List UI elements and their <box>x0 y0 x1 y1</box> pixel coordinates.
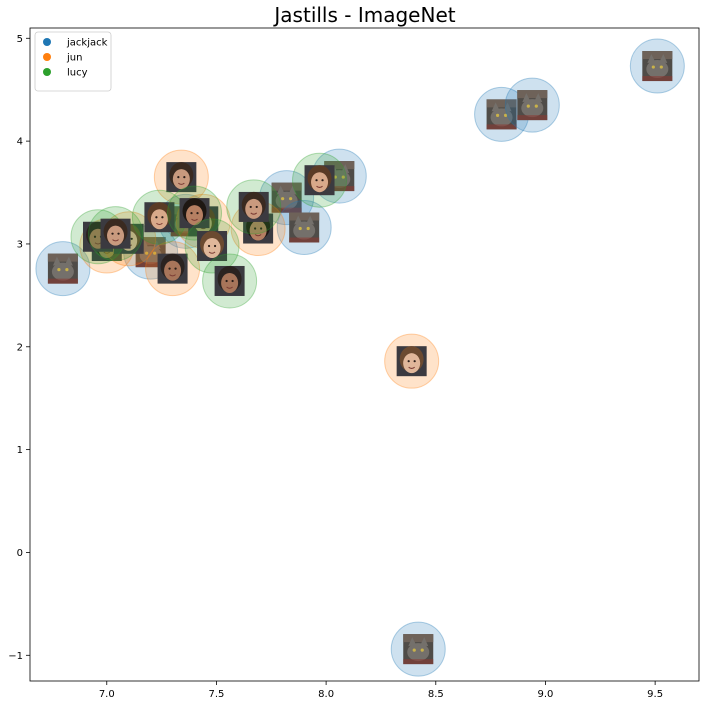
y-tick-label: 1 <box>17 445 23 456</box>
chart-title: Jastills - ImageNet <box>272 3 455 27</box>
face-thumbnail <box>166 162 197 193</box>
cat-thumbnail <box>642 51 673 82</box>
plot-frame <box>29 27 700 682</box>
cat-thumbnail <box>403 634 434 665</box>
x-tick-label: 8.5 <box>428 689 444 700</box>
face-thumbnail <box>100 218 131 249</box>
face-thumbnail <box>197 231 228 262</box>
y-tick-label: −1 <box>8 651 23 662</box>
face-thumbnail <box>238 191 269 222</box>
legend-marker <box>43 38 51 46</box>
cat-thumbnail <box>271 182 302 213</box>
cat-thumbnail <box>517 90 548 121</box>
y-tick-label: 0 <box>17 548 23 559</box>
cat-thumbnail <box>289 212 320 243</box>
legend-label: lucy <box>67 68 88 79</box>
y-tick-label: 5 <box>17 34 23 45</box>
legend-marker <box>43 53 51 61</box>
x-tick-label: 7.5 <box>208 689 224 700</box>
plot-area <box>30 28 699 681</box>
cat-thumbnail <box>135 237 166 268</box>
y-tick-label: 4 <box>17 137 23 148</box>
face-thumbnail <box>396 346 427 377</box>
face-thumbnail <box>157 253 188 284</box>
face-thumbnail <box>214 265 245 296</box>
x-tick-label: 8.0 <box>318 689 334 700</box>
x-tick-label: 9.5 <box>647 689 663 700</box>
legend-marker <box>43 68 51 76</box>
legend-label: jun <box>66 53 82 64</box>
x-tick-label: 7.0 <box>99 689 115 700</box>
x-tick-label: 9.0 <box>538 689 554 700</box>
y-axis: −1 0 1 2 3 4 5 <box>8 34 30 662</box>
points-layer <box>35 38 685 677</box>
x-axis: 7.0 7.5 8.0 8.5 9.0 9.5 <box>99 681 663 700</box>
legend-label: jackjack <box>66 38 108 49</box>
cat-thumbnail <box>47 253 78 284</box>
face-thumbnail <box>304 165 335 196</box>
legend: jackjack jun lucy <box>34 31 112 92</box>
cat-thumbnail <box>486 99 517 130</box>
face-thumbnail <box>144 202 175 233</box>
y-tick-label: 3 <box>17 239 23 250</box>
legend-box <box>34 31 112 92</box>
y-tick-label: 2 <box>17 342 23 353</box>
face-thumbnail <box>179 198 210 229</box>
